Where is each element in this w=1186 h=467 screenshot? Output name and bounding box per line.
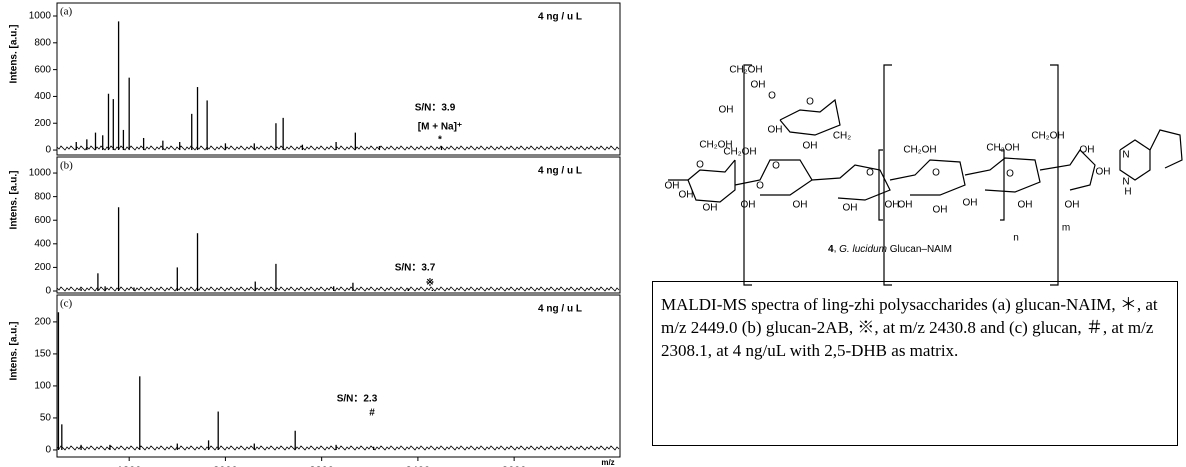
structure-label: CH₂OH	[699, 140, 732, 151]
y-tick-label: 50	[40, 413, 52, 424]
x-tick-label: 2400	[406, 465, 430, 467]
structure-label: OH	[751, 80, 766, 91]
structure-label: O	[932, 168, 940, 179]
baseline-noise	[56, 145, 620, 151]
structure-label: O	[768, 91, 776, 102]
x-tick-label: 2600	[502, 465, 526, 467]
spectrum-panel: 0 200 400 600 800 1000 Intens. [a.u.] (a) 4 ng /…	[9, 2, 621, 156]
y-tick-label: 200	[34, 317, 51, 328]
y-tick-label: 800	[34, 37, 51, 48]
structure-label: OH	[885, 200, 900, 211]
y-axis-label: Intens. [a.u.]	[9, 322, 20, 381]
baseline-noise	[56, 286, 620, 292]
y-tick-label: 800	[34, 191, 51, 202]
y-tick-label: 400	[34, 91, 51, 102]
structure-label: CH₂OH	[986, 143, 1019, 154]
structure-label: n	[1013, 233, 1019, 244]
structure-caption-part: G. lucidum	[839, 244, 887, 255]
structure-label: H	[1124, 187, 1131, 198]
annotation: #	[369, 408, 375, 419]
concentration-label: 4 ng / u L	[538, 166, 582, 177]
structure-label: O	[866, 168, 874, 179]
structure-caption-part: 4	[828, 244, 834, 255]
structure-label: m	[1062, 223, 1070, 234]
structure-label: OH	[703, 203, 718, 214]
y-tick-label: 0	[45, 145, 51, 156]
y-tick-label: 0	[45, 286, 51, 297]
structure-label: OH	[719, 105, 734, 116]
baseline-noise	[56, 445, 620, 451]
structure-label: OH	[1065, 200, 1080, 211]
structure-label: OH	[963, 198, 978, 209]
structure-label: OH	[768, 125, 783, 136]
y-tick-label: 400	[34, 238, 51, 249]
structure-label: OH	[898, 200, 913, 211]
annotation: *	[438, 135, 442, 146]
structure-label: N	[1122, 150, 1129, 161]
structure-label: OH	[1096, 167, 1111, 178]
structure-label: OH	[679, 190, 694, 201]
y-tick-label: 1000	[29, 11, 52, 22]
structure-label: OH	[1018, 200, 1033, 211]
panel-label: (a)	[60, 6, 73, 18]
structure-label: CH₂OH	[903, 145, 936, 156]
structure-label: OH	[741, 200, 756, 211]
concentration-label: 4 ng / u L	[538, 12, 582, 23]
y-tick-label: 1000	[29, 168, 52, 179]
spectrum-panel: 0 200 400 600 800 1000 Intens. [a.u.] (b) 4 ng /…	[9, 156, 621, 297]
y-tick-label: 600	[34, 215, 51, 226]
structure-label: OH	[843, 203, 858, 214]
y-tick-label: 200	[34, 262, 51, 273]
plot-frame	[56, 2, 621, 156]
structure-label: OH	[803, 141, 818, 152]
plot-frame	[56, 156, 621, 294]
structure-label: O	[1006, 169, 1014, 180]
structure-caption-part: Glucan–NAIM	[890, 244, 952, 255]
y-tick-label: 0	[45, 445, 51, 456]
x-tick-label: 2000	[213, 465, 237, 467]
annotation: S/N：3.9	[415, 103, 456, 114]
structure-label: OH	[665, 181, 680, 192]
y-tick-label: 600	[34, 64, 51, 75]
structure-label: O	[772, 161, 780, 172]
x-tick-label: 2200	[309, 465, 333, 467]
plot-frame	[56, 294, 621, 458]
structure-label: CH₂OH	[729, 65, 762, 76]
panel-label: (c)	[60, 298, 73, 310]
y-tick-label: 200	[34, 118, 51, 129]
structure-caption: 4, G. lucidum Glucan–NAIM	[828, 244, 952, 255]
caption-box: MALDI-MS spectra of ling-zhi polysacchar…	[652, 281, 1178, 446]
structure-label: O	[696, 160, 704, 171]
y-tick-label: 150	[34, 349, 51, 360]
y-axis-label: Intens. [a.u.]	[9, 25, 20, 84]
annotation: [M + Na]⁺	[418, 122, 462, 133]
concentration-label: 4 ng / u L	[538, 304, 582, 315]
structure-label: O	[806, 97, 814, 108]
x-axis-label: m/z	[601, 458, 614, 467]
structure-label: N	[1122, 177, 1129, 188]
structure-label: CH₂	[833, 131, 851, 142]
structure-label: CH₂OH	[723, 147, 756, 158]
structure-label: OH	[933, 205, 948, 216]
y-tick-label: 100	[34, 381, 51, 392]
panel-label: (b)	[60, 160, 73, 172]
structure-label: CH₂OH	[1031, 131, 1064, 142]
y-axis-label: Intens. [a.u.]	[9, 171, 20, 230]
spectrum-panel: 0 50 100 150 200 Intens. [a.u.] (c) 4 ng / u L S…	[9, 294, 621, 467]
structure-label: O	[756, 181, 764, 192]
annotation: S/N：3.7	[395, 263, 436, 274]
structure-label: OH	[793, 200, 808, 211]
x-tick-label: 1800	[117, 465, 141, 467]
annotation: ※	[426, 278, 434, 289]
structure-label: OH	[1080, 145, 1095, 156]
annotation: S/N：2.3	[337, 394, 378, 405]
